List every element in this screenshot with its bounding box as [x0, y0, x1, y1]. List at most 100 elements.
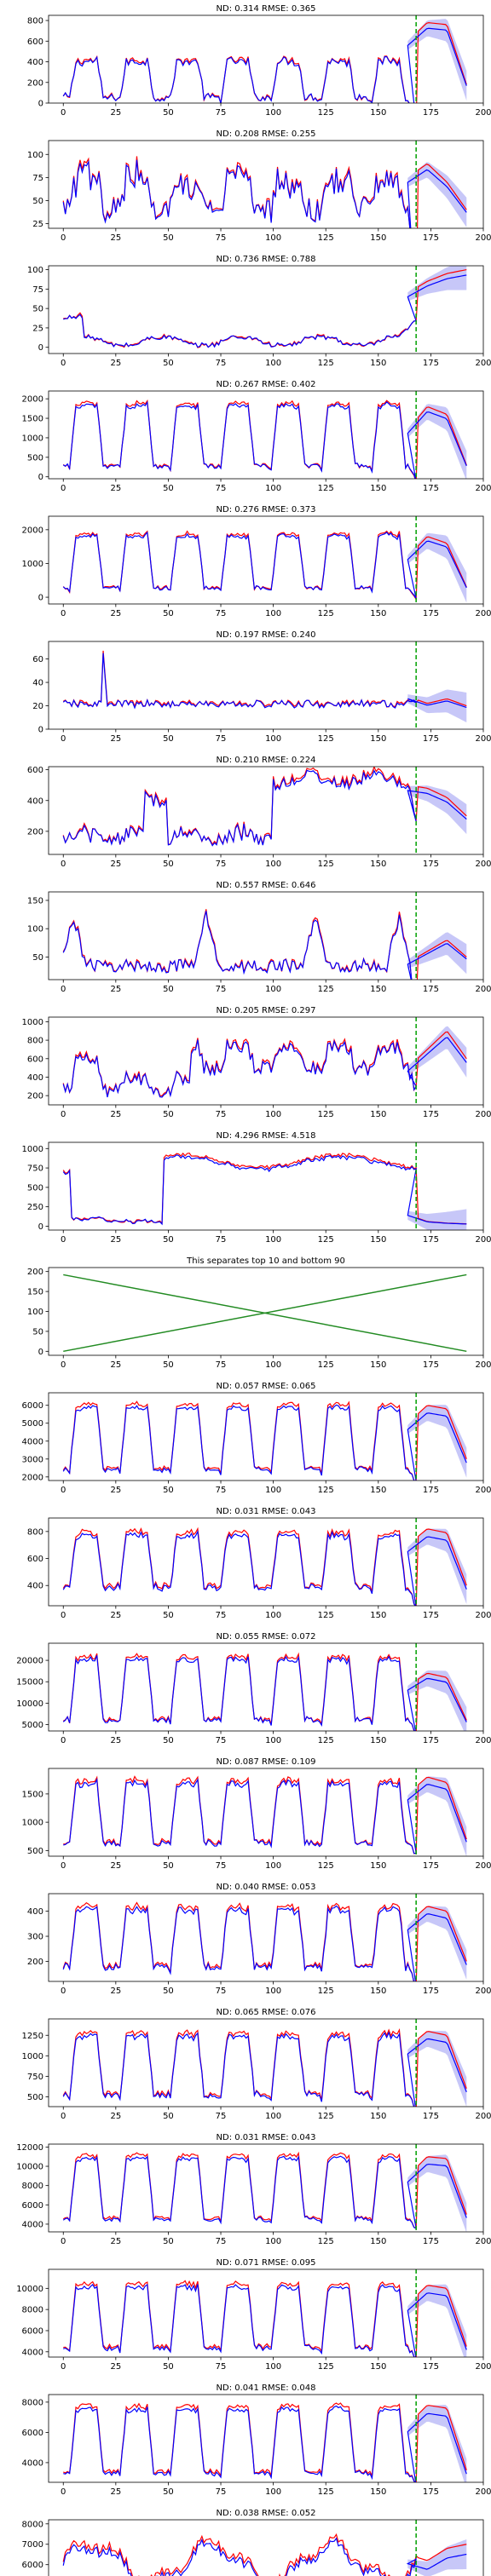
x-tick-label: 100	[265, 359, 281, 368]
y-tick-label: 800	[27, 17, 43, 26]
x-tick-label: 150	[370, 1360, 386, 1370]
x-tick-label: 150	[370, 2237, 386, 2246]
x-tick-label: 0	[61, 1486, 66, 1495]
y-tick-label: 400	[27, 58, 43, 67]
x-tick-label: 50	[163, 1235, 174, 1245]
x-tick-label: 150	[370, 1235, 386, 1245]
panel-17: ND: 0.065 RMSE: 0.076 0 25 50 75 100 125 150 175…	[22, 2008, 491, 2121]
x-tick-label: 25	[110, 108, 121, 118]
plot-area	[63, 1274, 467, 1353]
x-tick-label: 75	[216, 108, 227, 118]
x-tick-label: 75	[216, 860, 227, 869]
panel-title: ND: 0.197 RMSE: 0.240	[217, 630, 316, 640]
x-tick-label: 50	[163, 1736, 174, 1745]
forecast-band	[407, 162, 467, 227]
axes-frame	[48, 2519, 484, 2576]
y-tick-label: 500	[27, 1847, 43, 1856]
y-tick-label: 1000	[22, 2052, 43, 2061]
panel-title: ND: 0.205 RMSE: 0.297	[217, 1006, 316, 1015]
x-tick-label: 75	[216, 734, 227, 744]
target-series-line	[62, 767, 467, 846]
x-tick-label: 0	[61, 1235, 66, 1245]
y-tick-label: 7000	[22, 2540, 43, 2550]
x-tick-label: 0	[61, 860, 66, 869]
x-tick-label: 175	[423, 2112, 439, 2121]
y-tick-label: 5000	[22, 1721, 43, 1730]
x-tick-label: 0	[61, 2487, 66, 2497]
forecast-series-line	[62, 400, 467, 479]
x-tick-label: 200	[475, 1861, 491, 1871]
x-tick-label: 100	[265, 2112, 281, 2121]
x-tick-label: 125	[318, 1110, 334, 1119]
axes-frame	[48, 1016, 484, 1106]
y-tick-label: 1500	[22, 415, 43, 424]
axes-frame	[48, 390, 484, 480]
plot-area	[62, 1894, 467, 1981]
panel-1: ND: 0.314 RMSE: 0.365 0 25 50 75 100 125 150 175…	[27, 4, 491, 118]
x-tick-label: 125	[318, 985, 334, 994]
x-tick-label: 175	[423, 359, 439, 368]
panel-title: ND: 0.055 RMSE: 0.072	[217, 1632, 316, 1642]
forecast-series-line	[63, 2405, 467, 2482]
axes-frame	[48, 2018, 484, 2107]
y-tick-label: 1000	[22, 1018, 43, 1027]
x-tick-label: 50	[163, 2112, 174, 2121]
plot-area	[63, 266, 467, 354]
y-tick-label: 75	[32, 285, 43, 295]
x-tick-label: 200	[475, 1486, 491, 1495]
axes-frame	[48, 1642, 484, 1732]
x-tick-label: 0	[61, 734, 66, 744]
x-tick-label: 25	[110, 1110, 121, 1119]
y-tick-label: 600	[27, 37, 43, 47]
plot-area	[62, 1643, 467, 1731]
forecast-series-line	[62, 531, 467, 600]
plot-area	[62, 2144, 467, 2232]
x-tick-label: 75	[216, 1736, 227, 1745]
x-tick-label: 25	[110, 1987, 121, 1996]
x-tick-label: 50	[163, 1110, 174, 1119]
y-tick-label: 0	[38, 343, 43, 353]
x-tick-label: 200	[475, 2487, 491, 2497]
panel-title: ND: 0.736 RMSE: 0.788	[217, 255, 316, 264]
plot-area	[62, 641, 467, 729]
x-tick-label: 75	[216, 1987, 227, 1996]
x-tick-label: 125	[318, 2112, 334, 2121]
y-tick-label: 10000	[16, 2163, 43, 2172]
x-tick-label: 100	[265, 860, 281, 869]
target-series-line	[63, 2402, 467, 2482]
forecast-series-line	[62, 769, 467, 847]
x-tick-label: 25	[110, 233, 121, 243]
panel-title: ND: 0.267 RMSE: 0.402	[217, 380, 316, 389]
x-tick-label: 100	[265, 108, 281, 118]
forecast-series-line	[62, 911, 467, 980]
panel-title: ND: 0.208 RMSE: 0.255	[217, 129, 316, 139]
x-tick-label: 200	[475, 2237, 491, 2246]
y-tick-label: 25	[32, 220, 43, 229]
x-tick-label: 150	[370, 1110, 386, 1119]
y-tick-label: 4000	[22, 2348, 43, 2357]
y-tick-label: 50	[32, 953, 43, 963]
y-tick-label: 10000	[16, 1699, 43, 1709]
x-tick-label: 125	[318, 2237, 334, 2246]
x-tick-label: 125	[318, 1987, 334, 1996]
x-tick-label: 50	[163, 985, 174, 994]
target-series-line	[62, 1152, 467, 1225]
x-tick-label: 25	[110, 1360, 121, 1370]
panel-12: ND: 0.057 RMSE: 0.065 0 25 50 75 100 125 150 175…	[22, 1382, 491, 1495]
y-tick-label: 4000	[22, 2458, 43, 2468]
x-tick-label: 175	[423, 860, 439, 869]
forecast-series-line	[62, 2155, 467, 2230]
x-tick-label: 200	[475, 985, 491, 994]
x-tick-label: 100	[265, 1611, 281, 1620]
y-tick-label: 20	[32, 702, 43, 711]
panel-5: ND: 0.276 RMSE: 0.373 0 25 50 75 100 125 150 175…	[22, 505, 491, 618]
forecast-band	[407, 1670, 467, 1731]
x-tick-label: 150	[370, 609, 386, 618]
x-tick-label: 150	[370, 1736, 386, 1745]
x-tick-label: 175	[423, 2362, 439, 2372]
x-tick-label: 50	[163, 233, 174, 243]
x-tick-label: 150	[370, 860, 386, 869]
axes-frame	[48, 641, 484, 730]
y-tick-label: 250	[27, 1203, 43, 1212]
panel-4: ND: 0.267 RMSE: 0.402 0 25 50 75 100 125 150 175…	[22, 380, 491, 493]
